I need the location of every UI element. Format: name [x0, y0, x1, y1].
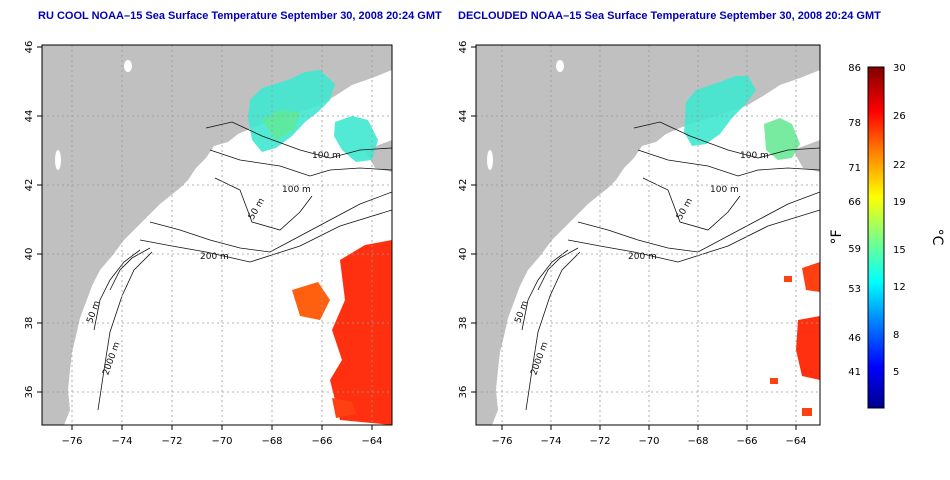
lon-tick-labels: −76 −74 −72 −70 −68 −66 −64 — [491, 436, 806, 447]
lat-tick: 40 — [24, 248, 35, 261]
c-tick: 12 — [893, 282, 906, 293]
sst-cold-patch — [262, 110, 300, 140]
sst-warm-patch — [330, 240, 392, 425]
bathymetry-contours — [521, 121, 820, 411]
lon-tick: −64 — [785, 436, 806, 447]
f-tick: 71 — [848, 163, 861, 174]
c-tick: 5 — [893, 367, 899, 378]
colorbar-gradient — [867, 66, 885, 409]
sst-warm-patch — [332, 398, 356, 418]
axis-ticks — [37, 46, 373, 430]
f-tick: 66 — [848, 197, 861, 208]
lon-tick: −74 — [111, 436, 132, 447]
lon-tick: −74 — [540, 436, 561, 447]
c-tick: 22 — [893, 160, 906, 171]
f-tick: 78 — [848, 118, 861, 129]
contour-label: 200 m — [628, 252, 657, 262]
lon-tick: −64 — [361, 436, 382, 447]
c-tick: 15 — [893, 245, 906, 256]
right-map-panel: 100 m 100 m 50 m 200 m 50 m 2000 m −76 −… — [430, 0, 840, 475]
sst-warm-patch — [796, 316, 820, 380]
lon-tick: −76 — [491, 436, 512, 447]
contour-label: 100 m — [282, 185, 311, 195]
lon-tick: −66 — [736, 436, 757, 447]
c-tick: 26 — [893, 111, 906, 122]
lon-tick: −70 — [638, 436, 659, 447]
left-map-svg: 100 m 100 m 50 m 200 m 50 m 2000 m −76 −… — [24, 41, 393, 447]
f-tick: 59 — [848, 244, 861, 255]
lon-tick: −66 — [311, 436, 332, 447]
contour-label: 100 m — [740, 151, 769, 161]
lat-tick: 40 — [458, 248, 469, 261]
c-tick: 8 — [893, 330, 899, 341]
lon-tick-labels: −76 −74 −72 −70 −68 −66 −64 — [61, 436, 382, 447]
sst-cold-patch — [684, 76, 756, 146]
lat-tick-labels: 46 44 42 40 38 36 — [24, 41, 35, 399]
lon-tick: −68 — [261, 436, 282, 447]
land-mass — [42, 45, 392, 425]
lat-lon-grid — [42, 45, 392, 425]
lon-tick: −72 — [589, 436, 610, 447]
lat-lon-grid — [476, 45, 820, 425]
lon-tick: −76 — [61, 436, 82, 447]
fahrenheit-ticks: 86 78 71 66 59 53 46 41 — [848, 63, 861, 378]
colorbar-svg: 86 78 71 66 59 53 46 41 30 26 22 19 15 1… — [829, 63, 945, 409]
left-map-title: RU COOL NOAA–15 Sea Surface Temperature … — [38, 10, 442, 22]
lat-tick-labels: 46 44 42 40 38 36 — [458, 41, 469, 399]
f-tick: 46 — [848, 333, 861, 344]
lon-tick: −72 — [161, 436, 182, 447]
lat-tick: 44 — [458, 110, 469, 123]
sst-cold-patch — [248, 70, 335, 152]
contour-label: 100 m — [312, 151, 341, 161]
lat-tick: 36 — [458, 386, 469, 399]
lat-tick: 38 — [458, 317, 469, 330]
sst-warm-patch — [292, 282, 330, 320]
lake — [556, 60, 564, 72]
lat-tick: 42 — [24, 179, 35, 192]
nova-scotia-land — [793, 140, 820, 172]
lon-tick: −70 — [211, 436, 232, 447]
land-mass — [476, 45, 820, 425]
lat-tick: 46 — [24, 41, 35, 54]
f-tick: 53 — [848, 284, 861, 295]
celsius-ticks: 30 26 22 19 15 12 8 5 — [893, 63, 906, 378]
lat-tick: 38 — [24, 317, 35, 330]
contour-label: 100 m — [710, 185, 739, 195]
lake — [487, 150, 493, 170]
sst-warm-patch — [784, 276, 792, 282]
celsius-unit-label: °C — [929, 229, 945, 246]
sst-warm-patch — [802, 262, 820, 292]
contour-label: 200 m — [200, 252, 229, 262]
map-frame — [41, 44, 393, 426]
right-map-title: DECLOUDED NOAA–15 Sea Surface Temperatur… — [458, 10, 881, 22]
lon-tick: −68 — [687, 436, 708, 447]
lat-tick: 36 — [24, 386, 35, 399]
lat-tick: 44 — [24, 110, 35, 123]
lake — [55, 150, 61, 170]
left-map-panel: 100 m 100 m 50 m 200 m 50 m 2000 m −76 −… — [0, 0, 420, 475]
lat-tick: 42 — [458, 179, 469, 192]
map-frame — [475, 44, 821, 426]
right-map-svg: 100 m 100 m 50 m 200 m 50 m 2000 m −76 −… — [458, 41, 821, 447]
c-tick: 19 — [893, 197, 906, 208]
fahrenheit-unit-label: °F — [829, 229, 845, 244]
sst-cold-patch — [334, 116, 378, 162]
lake — [124, 60, 132, 72]
f-tick: 86 — [848, 63, 861, 74]
c-tick: 30 — [893, 63, 906, 74]
sst-warm-patch — [770, 378, 778, 384]
sst-warm-patch — [802, 408, 812, 416]
lat-tick: 46 — [458, 41, 469, 54]
colorbar-panel: 86 78 71 66 59 53 46 41 30 26 22 19 15 1… — [825, 55, 945, 425]
f-tick: 41 — [848, 367, 861, 378]
axis-ticks — [471, 46, 797, 430]
